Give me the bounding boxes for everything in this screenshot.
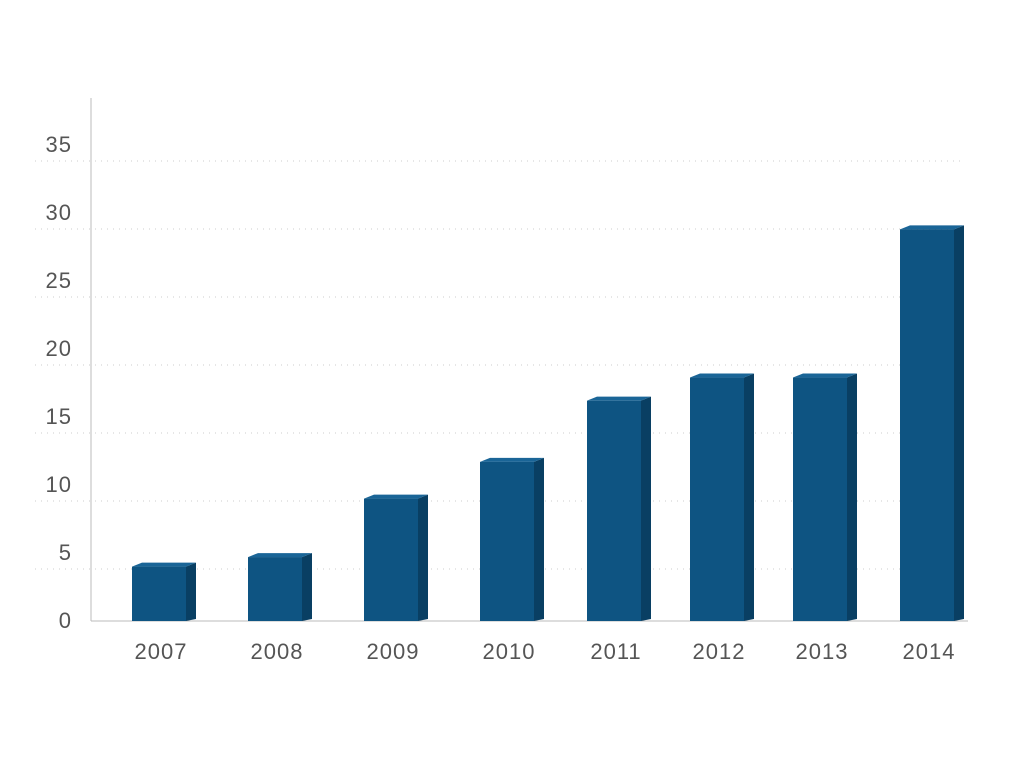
bar-side: [302, 553, 312, 621]
x-tick-label: 2012: [693, 639, 746, 664]
bar-side: [418, 494, 428, 621]
x-tick-label: 2007: [135, 639, 188, 664]
y-tick-label: 30: [46, 200, 72, 225]
bar: [248, 553, 312, 621]
bar: [793, 373, 857, 621]
y-tick-label: 20: [46, 336, 72, 361]
y-tick-labels: 0 5 10 15 20 25 30 35: [46, 132, 72, 633]
y-tick-label: 25: [46, 268, 72, 293]
y-tick-label: 0: [59, 608, 72, 633]
bar-top: [248, 553, 312, 558]
bar-top: [793, 373, 857, 378]
bar-front: [364, 498, 418, 621]
bar-top: [132, 562, 196, 567]
bars: [132, 225, 964, 621]
y-tick-label: 10: [46, 472, 72, 497]
x-tick-label: 2011: [590, 639, 641, 664]
x-tick-label: 2014: [903, 639, 956, 664]
bar-front: [480, 461, 534, 621]
y-tick-label: 5: [59, 540, 72, 565]
bar: [480, 457, 544, 621]
x-tick-label: 2009: [367, 639, 420, 664]
bar: [132, 562, 196, 621]
bar: [587, 396, 651, 621]
bar-top: [480, 457, 544, 462]
bar-side: [534, 457, 544, 621]
bar-side: [954, 225, 964, 621]
bar-top: [587, 396, 651, 401]
bar-side: [641, 396, 651, 621]
bar-top: [690, 373, 754, 378]
x-tick-label: 2008: [251, 639, 304, 664]
bar-top: [900, 225, 964, 230]
x-tick-label: 2013: [796, 639, 849, 664]
bar: [900, 225, 964, 621]
y-tick-label: 35: [46, 132, 72, 157]
bar-side: [847, 373, 857, 621]
bar-front: [587, 400, 641, 621]
x-tick-label: 2010: [483, 639, 536, 664]
bar-side: [744, 373, 754, 621]
bar-side: [186, 562, 196, 621]
bar-front: [793, 377, 847, 621]
y-tick-label: 15: [46, 404, 72, 429]
bar-front: [690, 377, 744, 621]
bar-front: [900, 229, 954, 621]
bar: [690, 373, 754, 621]
bar: [364, 494, 428, 621]
x-tick-labels: 2007 2008 2009 2010 2011 2012 2013 2014: [135, 639, 956, 664]
bar-top: [364, 494, 428, 499]
bar-front: [248, 557, 302, 621]
bar-front: [132, 566, 186, 621]
